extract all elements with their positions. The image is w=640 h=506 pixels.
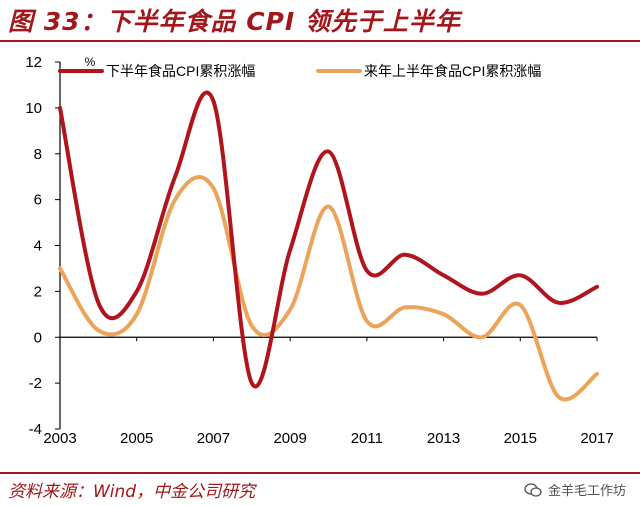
source-note: 资料来源：Wind，中金公司研究 (8, 482, 256, 502)
x-tick-label: 2013 (427, 430, 460, 447)
watermark-text: 金羊毛工作坊 (547, 484, 626, 499)
x-tick-label: 2015 (504, 430, 537, 447)
series-line-1 (58, 90, 599, 389)
y-tick-label: 12 (25, 54, 42, 71)
y-tick-label: 4 (34, 238, 42, 255)
chart-axes: -4 -2 0 2 4 6 8 10 12 2003 2005 2007 2009 2011 2013 201… (25, 54, 613, 447)
y-tick-label: 0 (34, 329, 42, 346)
x-tick-label: 2005 (120, 430, 153, 447)
watermark: 金羊毛工作坊 (524, 480, 626, 499)
x-tick-label: 2017 (580, 430, 613, 447)
series-line-2 (58, 175, 599, 402)
wechat-icon (524, 482, 542, 497)
figure-title: 图 33：下半年食品 CPI 领先于上半年 (8, 7, 461, 36)
y-tick-label: -2 (29, 375, 42, 392)
y-tick-label: 8 (34, 146, 42, 163)
source-divider (0, 472, 640, 474)
y-tick-label: 2 (34, 283, 42, 300)
x-tick-label: 2003 (43, 430, 76, 447)
y-tick-label: 10 (25, 100, 42, 117)
y-tick-label: 6 (34, 192, 42, 209)
legend-label-1: 下半年食品CPI累积涨幅 (106, 63, 255, 79)
y-tick-label: -4 (29, 421, 42, 438)
legend-label-2: 来年上半年食品CPI累积涨幅 (364, 63, 541, 79)
x-tick-label: 2007 (197, 430, 230, 447)
x-tick-label: 2009 (273, 430, 306, 447)
title-divider (0, 40, 640, 42)
chart-series (58, 90, 599, 402)
x-tick-label: 2011 (351, 430, 383, 447)
chart-legend: 下半年食品CPI累积涨幅 来年上半年食品CPI累积涨幅 (58, 63, 541, 79)
y-axis-unit-label: % (85, 55, 96, 69)
line-chart: -4 -2 0 2 4 6 8 10 12 2003 2005 2007 2009 2011 2013 201… (25, 54, 613, 447)
